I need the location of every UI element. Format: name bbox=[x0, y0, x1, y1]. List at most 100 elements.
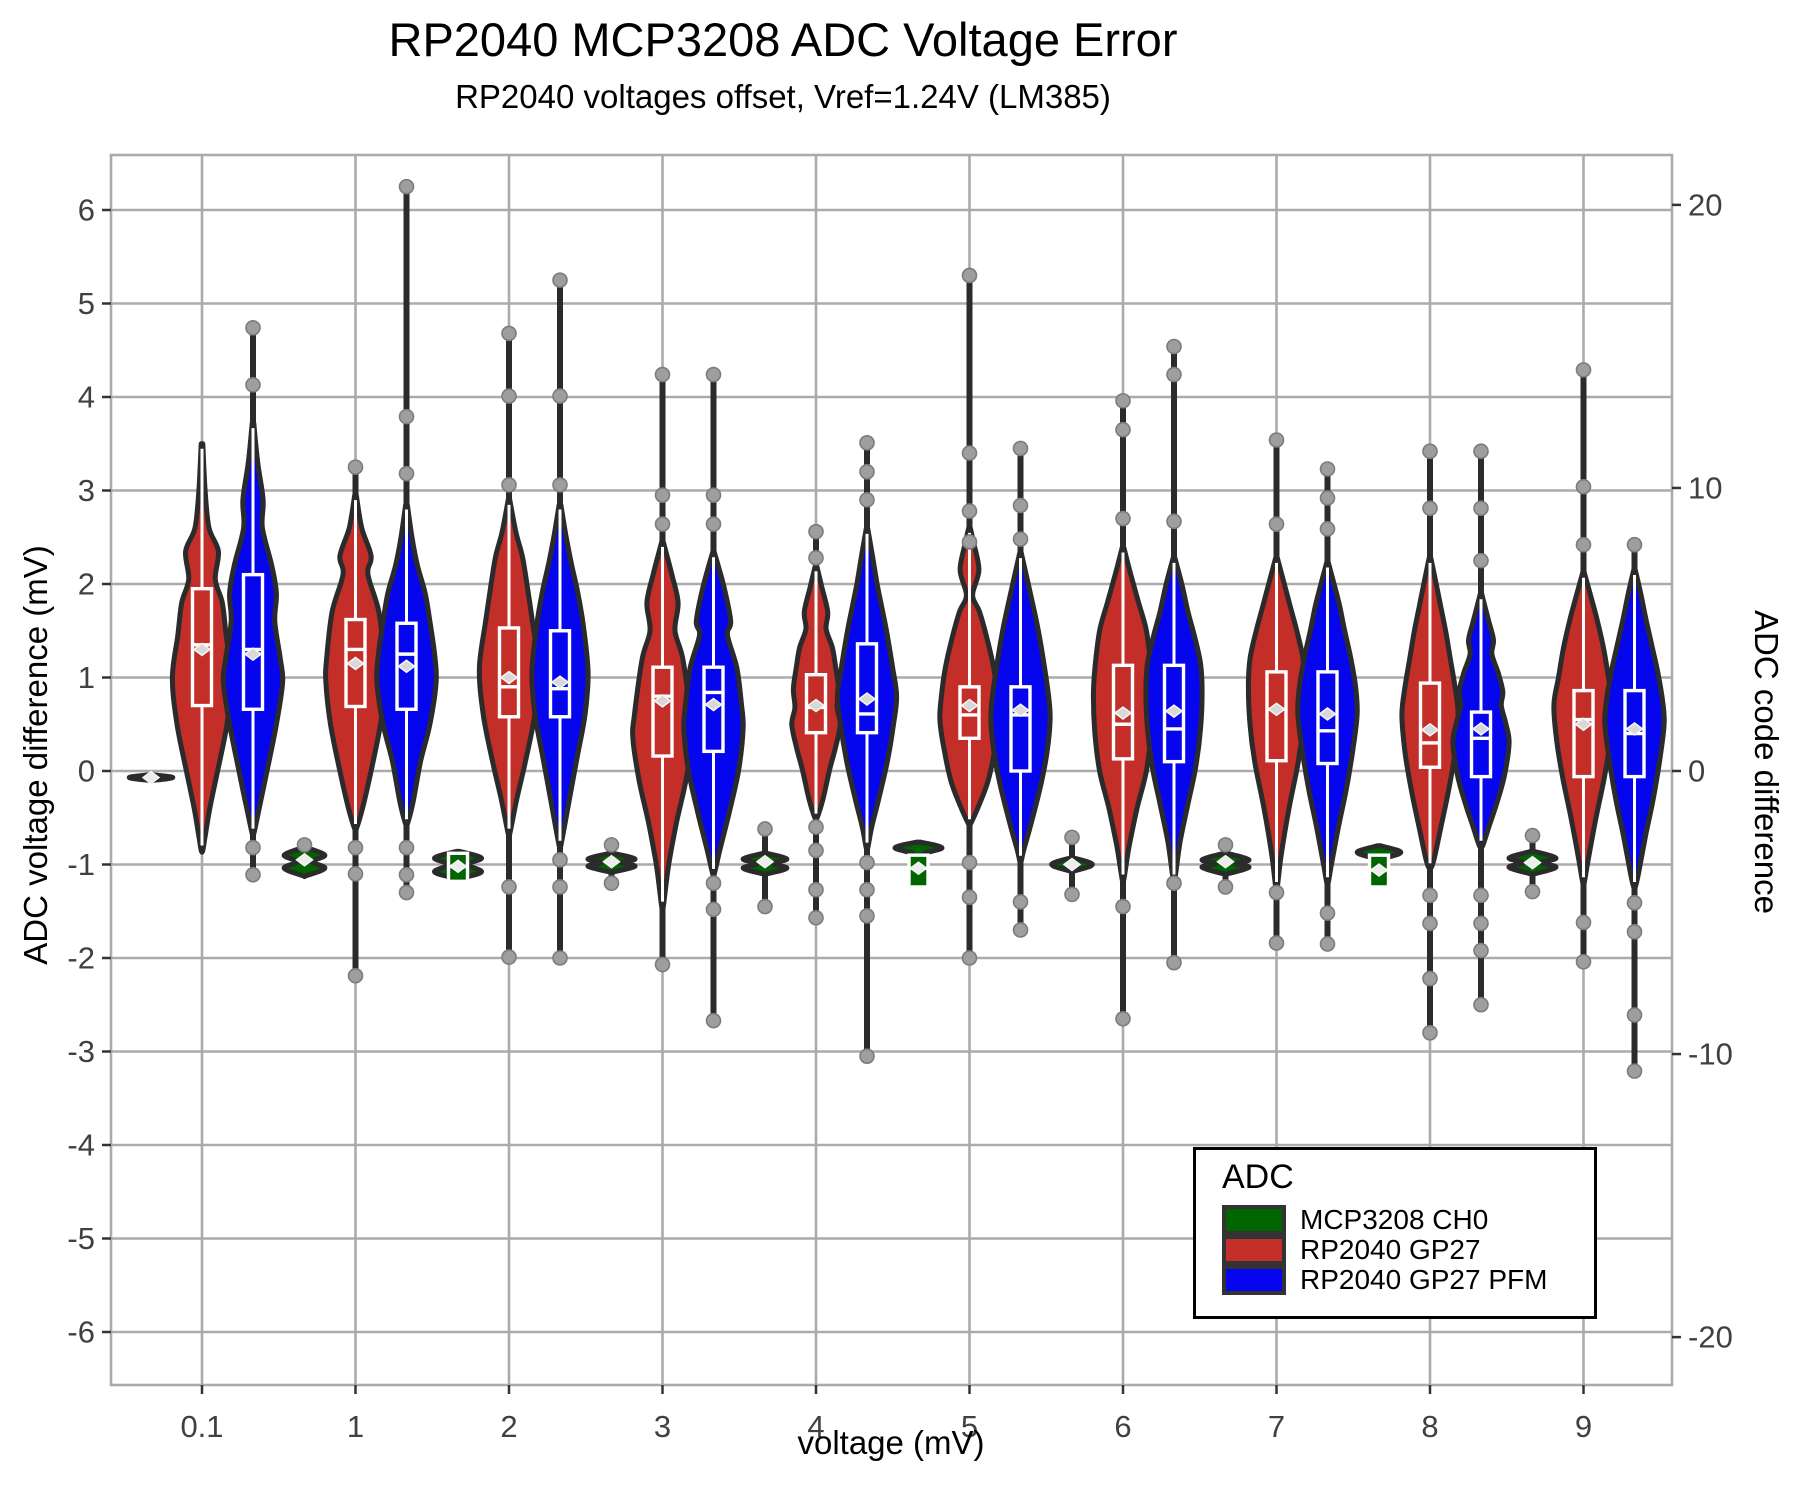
mean-diamond bbox=[909, 861, 928, 876]
violin-2-pfm bbox=[529, 272, 591, 966]
legend-title: ADC bbox=[1222, 1158, 1294, 1196]
violin-4-pfm bbox=[834, 435, 900, 1064]
data-point bbox=[245, 866, 261, 883]
y-tick-label-left: -1 bbox=[67, 847, 95, 882]
data-point bbox=[961, 503, 978, 519]
data-point bbox=[398, 884, 415, 901]
data-point bbox=[808, 550, 824, 566]
data-point bbox=[552, 950, 568, 966]
legend-entry-gp27: RP2040 GP27 bbox=[1222, 1234, 1594, 1265]
data-point bbox=[1473, 996, 1489, 1013]
data-point bbox=[1626, 924, 1643, 940]
x-tick-label: 0.1 bbox=[180, 1409, 223, 1444]
violin-1-pfm bbox=[374, 178, 439, 901]
violin-1-gp27 bbox=[323, 459, 388, 984]
violin-0.1-pfm bbox=[220, 320, 286, 883]
data-point bbox=[859, 854, 875, 871]
y-axis-title-left: ADC voltage difference (mV) bbox=[17, 545, 54, 965]
data-point bbox=[1524, 827, 1541, 844]
violin-0.1-gp27 bbox=[169, 441, 235, 855]
box bbox=[1469, 710, 1493, 779]
mean-diamond bbox=[1062, 857, 1082, 872]
data-point bbox=[757, 821, 773, 837]
data-point bbox=[1319, 905, 1336, 921]
data-point bbox=[501, 325, 517, 342]
x-tick-label: 8 bbox=[1421, 1409, 1438, 1444]
data-point bbox=[1115, 1010, 1131, 1027]
y-tick-label-left: 5 bbox=[78, 286, 95, 321]
x-tick-label: 4 bbox=[807, 1409, 824, 1444]
violin-7-gp27 bbox=[1245, 432, 1308, 951]
data-point bbox=[1319, 461, 1336, 477]
data-point bbox=[654, 516, 671, 532]
box bbox=[548, 629, 572, 719]
data-point bbox=[859, 881, 875, 898]
legend-entry-mcp: MCP3208 CH0 bbox=[1222, 1204, 1594, 1235]
y-axis-title-right: ADC code difference bbox=[1748, 610, 1785, 914]
y-tick-label-right: 20 bbox=[1688, 187, 1722, 222]
mean-diamond bbox=[397, 659, 416, 674]
data-point bbox=[1319, 490, 1336, 506]
data-point bbox=[398, 408, 415, 425]
data-point bbox=[705, 516, 722, 532]
mean-diamond bbox=[1523, 855, 1542, 870]
data-point bbox=[1012, 531, 1029, 547]
mean-diamond bbox=[295, 852, 314, 867]
legend-label-mcp: MCP3208 CH0 bbox=[1300, 1204, 1489, 1235]
legend-rows: MCP3208 CH0 RP2040 GP27 RP2040 GP27 PFM bbox=[1222, 1204, 1594, 1295]
data-point bbox=[705, 875, 722, 892]
mean-diamond bbox=[1318, 707, 1337, 721]
data-point bbox=[859, 1048, 875, 1064]
box bbox=[241, 572, 265, 711]
mean-diamond bbox=[1369, 863, 1389, 878]
data-point bbox=[1012, 894, 1029, 910]
legend-label-gp27: RP2040 GP27 bbox=[1300, 1234, 1481, 1265]
data-point bbox=[1473, 915, 1489, 932]
data-point bbox=[961, 950, 978, 966]
data-point bbox=[1268, 884, 1285, 901]
x-tick-label: 1 bbox=[347, 1409, 364, 1444]
violin-2-mcp bbox=[432, 848, 484, 884]
data-point bbox=[705, 487, 722, 503]
data-point bbox=[961, 889, 978, 906]
y-tick-label-right: -20 bbox=[1688, 1320, 1733, 1355]
box bbox=[1265, 670, 1288, 763]
data-point bbox=[654, 366, 671, 383]
data-point bbox=[1012, 440, 1029, 457]
chart-subtitle: RP2040 voltages offset, Vref=1.24V (LM38… bbox=[455, 78, 1111, 115]
data-point bbox=[654, 956, 671, 973]
mean-diamond bbox=[1574, 717, 1593, 732]
data-point bbox=[603, 875, 620, 892]
data-point bbox=[1422, 500, 1438, 517]
mean-diamond bbox=[602, 854, 621, 869]
data-point bbox=[1166, 513, 1182, 530]
violin-4-gp27 bbox=[789, 523, 843, 926]
mean-diamond bbox=[448, 859, 468, 874]
legend-swatch-gp27 bbox=[1222, 1235, 1286, 1265]
y-tick-label-left: 1 bbox=[78, 660, 95, 695]
data-point bbox=[1626, 1007, 1643, 1023]
data-point bbox=[961, 445, 978, 461]
data-point bbox=[1064, 829, 1080, 846]
data-point bbox=[1115, 392, 1131, 409]
data-point bbox=[501, 879, 517, 895]
x-tick-label: 3 bbox=[654, 1409, 671, 1444]
violin-5-mcp bbox=[892, 839, 945, 889]
y-tick-label-right: 10 bbox=[1688, 470, 1722, 505]
data-point bbox=[961, 854, 978, 871]
data-point bbox=[1575, 953, 1592, 970]
y-tick-label-right: 0 bbox=[1688, 754, 1705, 789]
data-point bbox=[757, 898, 773, 915]
mean-diamond bbox=[1113, 706, 1133, 720]
data-point bbox=[501, 388, 517, 404]
data-point bbox=[808, 842, 824, 859]
data-point bbox=[1422, 915, 1438, 932]
data-point bbox=[808, 523, 824, 540]
data-point bbox=[1268, 935, 1285, 951]
mean-diamond bbox=[550, 675, 570, 690]
violin-4-mcp bbox=[740, 821, 790, 915]
x-tick-label: 9 bbox=[1575, 1409, 1592, 1444]
mean-diamond bbox=[1267, 702, 1286, 717]
